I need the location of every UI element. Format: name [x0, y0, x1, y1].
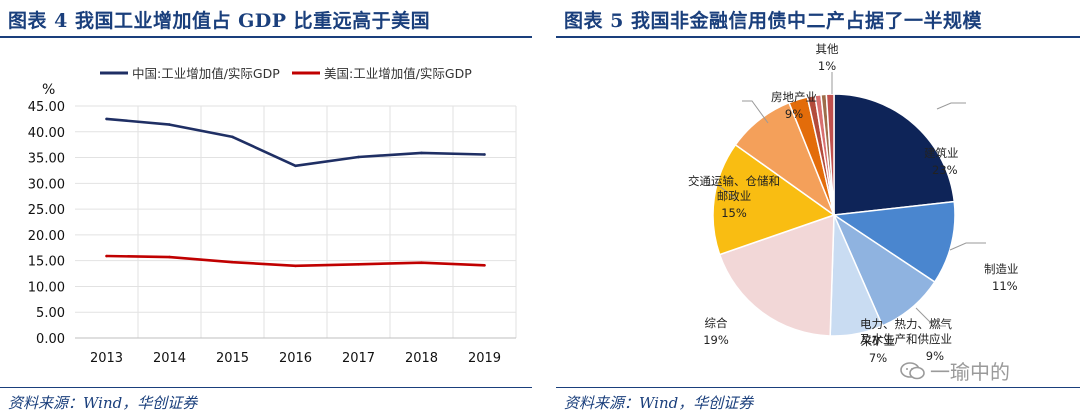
y-axis-label: % [42, 82, 55, 98]
slice-label: 建筑业 [924, 146, 959, 160]
data-point [483, 153, 486, 156]
slice-label-line: 房地产业 [771, 90, 817, 104]
slice-label-line: 电力、热力、燃气 [860, 317, 952, 331]
x-tick-label: 2015 [216, 351, 249, 366]
data-point [483, 264, 486, 267]
title-rule-left [0, 36, 532, 38]
y-tick-label: 35.00 [28, 152, 65, 167]
slice-label-line: 制造业 [984, 262, 1019, 276]
slice-pct-label: 1% [818, 59, 836, 73]
y-tick-label: 15.00 [28, 255, 65, 270]
pie-chart: 建筑业 23% 制造业 11% 电力、热力、燃气及水生产和供应业 9% 采矿业 7% 综合 19%… [688, 42, 1019, 365]
slice-pct-label: 19% [703, 333, 729, 347]
y-tick-label: 40.00 [28, 126, 65, 141]
slice-label: 其他 [816, 42, 839, 56]
slice-label-line: 其他 [816, 42, 839, 56]
data-point [231, 135, 234, 139]
leader-line [949, 242, 986, 251]
slice-pct-label: 11% [992, 279, 1018, 293]
data-point [357, 155, 360, 159]
slice-label: 交通运输、仓储和邮政业 [688, 174, 780, 203]
slice-pct-label: 7% [869, 351, 887, 365]
y-tick-label: 10.00 [28, 280, 65, 295]
data-point [168, 123, 171, 126]
slice-pct-label: 15% [721, 206, 747, 220]
legend-label: 美国:工业增加值/实际GDP [324, 66, 472, 81]
x-tick-label: 2018 [405, 351, 438, 366]
slice-label: 综合 [705, 316, 728, 330]
y-tick-label: 25.00 [28, 203, 65, 218]
data-point [294, 164, 297, 168]
watermark: 一瑜中的 [900, 356, 1010, 385]
leader-line [915, 307, 946, 327]
slice-label-line: 交通运输、仓储和 [688, 174, 780, 188]
data-point [231, 260, 234, 264]
title-rule-right [556, 36, 1080, 38]
watermark-text: 一瑜中的 [930, 360, 1010, 384]
pie-slice [825, 93, 835, 216]
pie-slice [833, 93, 956, 216]
chat-bubble-icon [900, 361, 925, 379]
data-point [357, 262, 360, 266]
leader-line [706, 184, 737, 200]
x-tick-label: 2014 [153, 351, 186, 366]
slice-label-line: 综合 [705, 316, 728, 330]
x-tick-label: 2019 [468, 351, 501, 366]
figure-left-source: 资料来源：Wind，华创证券 [8, 394, 198, 412]
slice-label-line: 采矿业 [861, 334, 896, 348]
data-point [420, 151, 423, 155]
slice-pct-label: 23% [932, 163, 958, 177]
figure-right: 图表 5 我国非金融信用债中二产占据了一半规模 建筑业 23% 制造业 11% 电力、热… [556, 0, 1080, 417]
series-line [106, 117, 485, 168]
y-tick-label: 20.00 [28, 229, 65, 244]
slice-label-line: 建筑业 [924, 146, 959, 160]
data-point [420, 261, 423, 265]
legend-label: 中国:工业增加值/实际GDP [132, 66, 280, 81]
y-tick-label: 5.00 [36, 306, 65, 321]
slice-label: 电力、热力、燃气及水生产和供应业 [860, 317, 952, 346]
line-chart: 0.00 5.00 10.00 15.00 20.00 25.00 30.00 35.00 40… [28, 66, 517, 366]
figure-right-title: 图表 5 我国非金融信用债中二产占据了一半规模 [564, 10, 982, 32]
figure-left: 图表 4 我国工业增加值占 GDP 比重远高于美国 0.00 5.00 10.00 1… [0, 0, 532, 417]
y-tick-label: 45.00 [28, 100, 65, 115]
y-tick-label: 30.00 [28, 177, 65, 192]
slice-pct-label: 9% [926, 349, 944, 363]
data-point [105, 117, 108, 121]
x-tick-label: 2013 [90, 351, 123, 366]
figure-left-title: 图表 4 我国工业增加值占 GDP 比重远高于美国 [8, 10, 431, 32]
figure-right-source: 资料来源：Wind，华创证券 [564, 394, 754, 412]
slice-label-line: 及水生产和供应业 [860, 332, 952, 346]
x-tick-label: 2017 [342, 351, 375, 366]
data-point [105, 254, 108, 258]
source-rule-left [0, 387, 532, 388]
slice-label-line: 邮政业 [717, 189, 752, 203]
source-rule-right [556, 387, 1080, 388]
slice-label: 制造业 [984, 262, 1019, 276]
pie-slice [712, 143, 836, 256]
leader-line [742, 100, 769, 124]
data-point [168, 255, 171, 259]
pie-slice [831, 200, 956, 284]
slice-pct-label: 9% [785, 107, 803, 121]
data-point [294, 264, 297, 268]
leader-line [936, 102, 966, 110]
y-tick-label: 0.00 [36, 332, 65, 347]
slice-label: 房地产业 [771, 90, 817, 104]
x-tick-label: 2016 [279, 351, 312, 366]
slice-label: 采矿业 [861, 334, 896, 348]
